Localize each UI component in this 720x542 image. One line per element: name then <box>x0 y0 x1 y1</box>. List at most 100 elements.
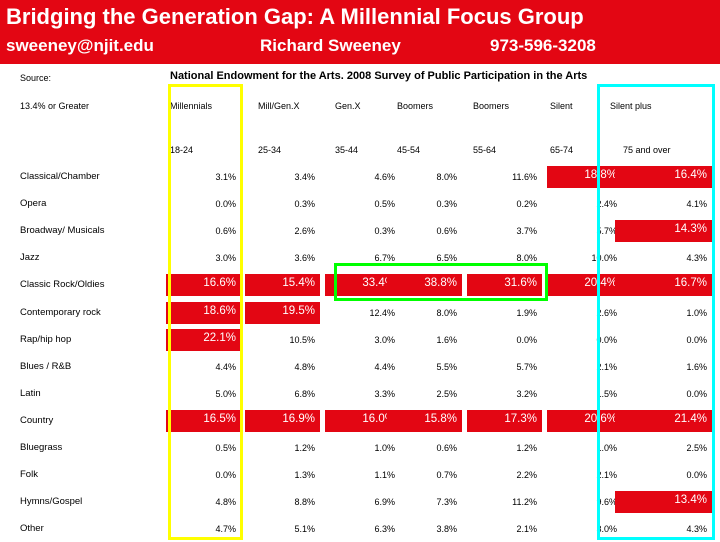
silent-highlight-box <box>597 84 715 540</box>
table-cell: 3.7% <box>467 220 542 242</box>
table-row: Country 16.5% 16.9% 16.0% 15.8% 17.3% 20.6% 21.… <box>0 407 720 434</box>
table-cell: 2.1% <box>547 464 622 486</box>
genre-label: Country <box>20 414 54 426</box>
table-row: Classic Rock/Oldies 16.6% 15.4% 33.4% 38.8% 3… <box>0 271 720 298</box>
cell-value: 0.0% <box>516 334 537 345</box>
cell-value: 0.5% <box>374 199 395 210</box>
cell-value: 8.8% <box>294 497 315 508</box>
cell-value: 3.3% <box>374 388 395 399</box>
cell-value: 1.6% <box>686 361 707 372</box>
table-cell: 8.0% <box>387 166 462 188</box>
table-cell: 6.5% <box>387 247 462 269</box>
cell-value: 13.4% <box>674 494 707 507</box>
table-cell: 1.0% <box>325 437 400 459</box>
cell-value: 16.6% <box>203 277 236 290</box>
table-cell: 1.0% <box>615 302 712 324</box>
highlighted-cell: 16.7% <box>615 274 712 297</box>
cell-value: 1.3% <box>294 470 315 481</box>
table-cell: 8.0% <box>387 302 462 324</box>
cell-value: 11.2% <box>512 497 537 508</box>
source-citation: National Endowment for the Arts. 2008 Su… <box>170 70 588 82</box>
table-cell: 6.9% <box>325 491 400 513</box>
cell-value: 20.6% <box>584 412 617 425</box>
highlighted-cell: 16.6% <box>166 274 241 297</box>
cell-value: 6.7% <box>374 253 395 264</box>
table-row: Hymns/Gospel 4.8% 8.8% 6.9% 7.3% 11.2% 9.6% 13.… <box>0 488 720 515</box>
cell-value: 6.5% <box>436 253 457 264</box>
generation-header: Mill/Gen.X <box>258 101 300 111</box>
cell-value: 6.3% <box>374 524 395 535</box>
table-cell: 3.0% <box>547 518 622 540</box>
table-row: Bluegrass 0.5% 1.2% 1.0% 0.6% 1.2% 1.0% 2.5% <box>0 434 720 461</box>
cell-value: 6.9% <box>374 497 395 508</box>
cell-value: 4.4% <box>215 361 236 372</box>
genre-label: Hymns/Gospel <box>20 496 83 508</box>
table-cell: 1.2% <box>245 437 320 459</box>
table-cell: 0.6% <box>387 437 462 459</box>
cell-value: 4.4% <box>374 361 395 372</box>
table-cell: 3.4% <box>245 166 320 188</box>
highlighted-cell: 16.9% <box>245 409 320 432</box>
table-cell: 6.3% <box>325 518 400 540</box>
cell-value: 4.1% <box>686 199 707 210</box>
cell-value: 0.0% <box>215 199 236 210</box>
age-range-header: 65-74 <box>550 145 574 155</box>
cell-value: 3.0% <box>215 253 236 264</box>
table-cell: 5.7% <box>467 356 542 378</box>
table-cell: 3.0% <box>166 247 241 269</box>
cell-value: 21.4% <box>674 412 707 425</box>
table-cell: 3.8% <box>387 518 462 540</box>
cell-value: 15.4% <box>282 277 315 290</box>
genre-label: Classic Rock/Oldies <box>20 279 105 291</box>
cell-value: 4.8% <box>294 361 315 372</box>
cell-value: 3.8% <box>436 524 457 535</box>
highlighted-cell: 18.6% <box>166 301 241 324</box>
cell-value: 0.0% <box>686 388 707 399</box>
cell-value: 18.6% <box>203 304 236 317</box>
cell-value: 9.6% <box>596 497 617 508</box>
cell-value: 16.5% <box>203 412 236 425</box>
cell-value: 3.2% <box>516 388 537 399</box>
cell-value: 15.8% <box>424 412 457 425</box>
table-row: Classical/Chamber 3.1% 3.4% 4.6% 8.0% 11.6% 18… <box>0 163 720 190</box>
age-range-header: 35-44 <box>335 145 359 155</box>
cell-value: 16.4% <box>674 169 707 181</box>
table-cell: 0.3% <box>387 193 462 215</box>
genre-label: Rap/hip hop <box>20 333 72 345</box>
table-cell: 1.6% <box>615 356 712 378</box>
cell-value: 4.6% <box>374 172 395 182</box>
table-cell: 4.8% <box>245 356 320 378</box>
table-cell: 10.5% <box>245 329 320 351</box>
table-cell: 0.2% <box>467 193 542 215</box>
cell-value: 0.5% <box>215 443 236 453</box>
table-cell: 2.5% <box>387 383 462 405</box>
genre-label: Bluegrass <box>20 442 63 453</box>
cell-value: 5.7% <box>596 226 617 237</box>
table-cell: 1.2% <box>467 437 542 459</box>
highlighted-cell: 38.8% <box>387 274 462 297</box>
cell-value: 1.5% <box>596 388 617 399</box>
table-cell: 4.8% <box>166 491 241 513</box>
table-cell: 12.4% <box>325 302 400 324</box>
table-cell: 2.5% <box>615 437 712 459</box>
table-cell: 0.0% <box>166 193 241 215</box>
cell-value: 1.1% <box>374 470 395 481</box>
generation-header: Gen.X <box>335 101 361 111</box>
table-row: Jazz 3.0% 3.6% 6.7% 6.5% 8.0% 10.0% 4.3% <box>0 244 720 271</box>
cell-value: 0.6% <box>436 443 457 453</box>
cell-value: 3.4% <box>294 172 315 182</box>
generation-header: Silent plus <box>610 101 652 111</box>
table-cell: 1.0% <box>547 437 622 459</box>
genre-label: Blues / R&B <box>20 360 72 372</box>
highlighted-cell: 22.1% <box>166 328 241 351</box>
table-cell: 4.3% <box>615 518 712 540</box>
table-row: Blues / R&B 4.4% 4.8% 4.4% 5.5% 5.7% 2.1% 1.6% <box>0 353 720 380</box>
genre-label: Contemporary rock <box>20 306 101 318</box>
table-cell: 1.6% <box>387 329 462 351</box>
cell-value: 0.7% <box>436 470 457 481</box>
age-range-header: 55-64 <box>473 145 497 155</box>
table-cell: 3.6% <box>245 247 320 269</box>
table-cell: 1.9% <box>467 302 542 324</box>
table-cell: 4.1% <box>615 193 712 215</box>
cell-value: 31.6% <box>504 277 537 290</box>
